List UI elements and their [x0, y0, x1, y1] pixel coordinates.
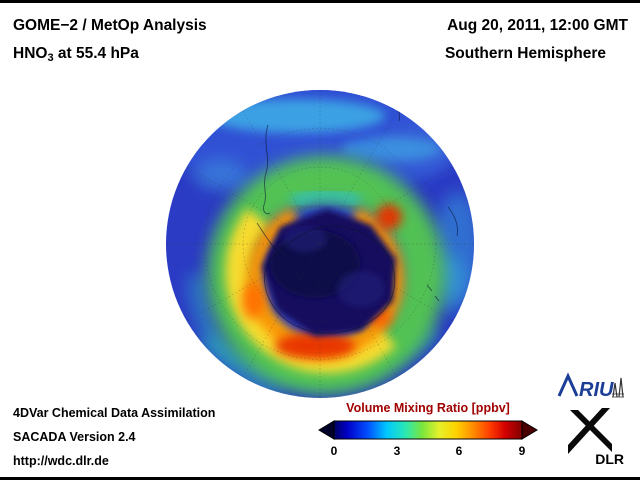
version-label: SACADA Version 2.4: [13, 430, 136, 444]
frame-border-top: [0, 0, 640, 3]
colorbar-left-arrow: [318, 420, 335, 440]
hemisphere-map: [166, 90, 474, 398]
website-url: http://wdc.dlr.de: [13, 454, 109, 468]
dlr-logo: DLR: [568, 408, 624, 466]
header-left: GOME−2 / MetOp Analysis HNO3 at 55.4 hPa: [13, 12, 207, 72]
riu-logo: RIU: [557, 372, 624, 401]
colorbar-right-arrow: [521, 420, 538, 440]
colorbar-tick-6: 6: [455, 444, 463, 458]
colorbar-gradient: [333, 420, 523, 440]
riu-peak-icon: [557, 372, 579, 397]
subscript-3: 3: [47, 52, 54, 64]
graticule: [166, 90, 474, 398]
date-label: Aug 20, 2011, 12:00 GMT: [447, 17, 628, 34]
colorbar-tick-9: 9: [518, 444, 526, 458]
hemisphere-label: Southern Hemisphere: [444, 45, 606, 62]
dlr-emblem-icon: [568, 408, 612, 454]
dlr-logo-text: DLR: [595, 451, 624, 466]
colorbar-scale: [318, 420, 538, 440]
header-right: Aug 20, 2011, 12:00 GMT Southern Hemisph…: [445, 12, 628, 68]
analysis-title: GOME−2 / MetOp Analysis: [13, 17, 207, 34]
cathedral-icon: [612, 377, 624, 398]
colorbar-ticks: 0 3 6 9: [318, 442, 538, 460]
colorbar-tick-0: 0: [330, 444, 338, 458]
yellow-collar-band: [225, 208, 397, 374]
colorbar-title: Volume Mixing Ratio [ppbv]: [346, 401, 510, 415]
frame-border-bottom: [0, 477, 640, 480]
colorbar-tick-3: 3: [393, 444, 401, 458]
species-level-label: HNO3 at 55.4 hPa: [13, 45, 139, 64]
riu-logo-text: RIU: [579, 379, 614, 401]
assimilation-label: 4DVar Chemical Data Assimilation: [13, 406, 216, 420]
footer-left: 4DVar Chemical Data Assimilation SACADA …: [13, 401, 215, 473]
colorbar: Volume Mixing Ratio [ppbv] 0 3 6: [318, 401, 538, 460]
